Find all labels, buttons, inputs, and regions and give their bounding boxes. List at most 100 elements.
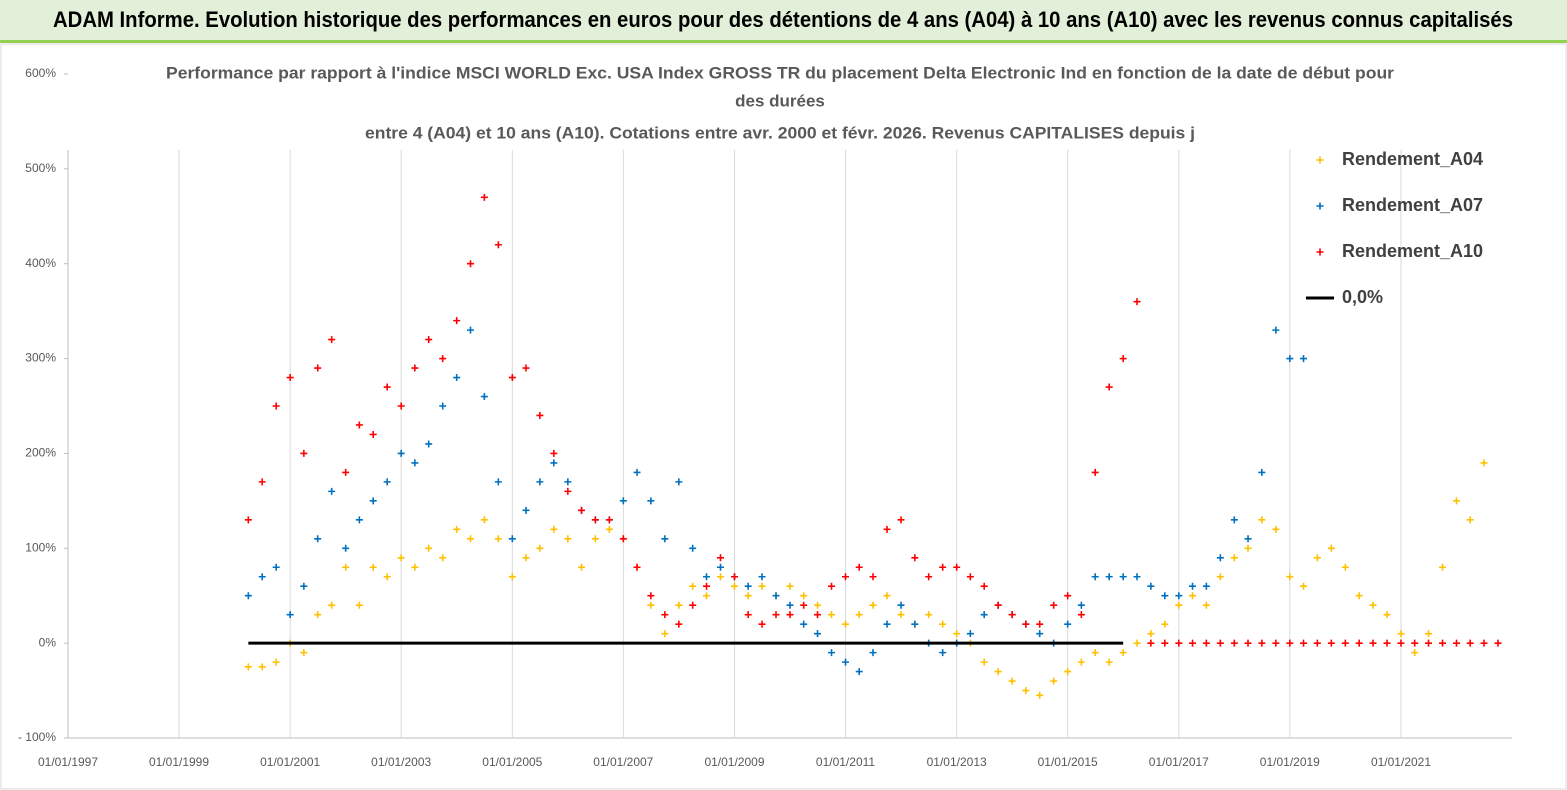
point — [1036, 630, 1044, 638]
point — [244, 663, 252, 671]
point — [258, 663, 266, 671]
point — [661, 630, 669, 638]
point — [342, 563, 350, 571]
point — [550, 449, 558, 457]
point — [467, 535, 475, 543]
point — [661, 611, 669, 619]
point — [800, 620, 808, 628]
point — [1258, 639, 1266, 647]
point — [355, 601, 363, 609]
y-tick-label: 600% — [25, 66, 56, 80]
point — [647, 497, 655, 505]
point — [1272, 639, 1280, 647]
series — [244, 326, 1308, 676]
point — [397, 402, 405, 410]
point — [300, 582, 308, 590]
point — [480, 393, 488, 401]
point — [1036, 620, 1044, 628]
point — [939, 563, 947, 571]
point — [369, 497, 377, 505]
x-tick-label: 01/01/2005 — [482, 755, 542, 769]
point — [842, 573, 850, 581]
point — [1050, 601, 1058, 609]
point — [1272, 525, 1280, 533]
point — [369, 563, 377, 571]
point — [1133, 639, 1141, 647]
point — [439, 355, 447, 363]
point — [1230, 639, 1238, 647]
point — [1189, 639, 1197, 647]
point — [425, 544, 433, 552]
point — [800, 592, 808, 600]
point — [1077, 601, 1085, 609]
point — [439, 554, 447, 562]
point — [994, 601, 1002, 609]
point — [1258, 468, 1266, 476]
point — [1355, 639, 1363, 647]
legend-label: Rendement_A10 — [1342, 241, 1483, 261]
point — [1064, 668, 1072, 676]
point — [633, 468, 641, 476]
point — [883, 620, 891, 628]
point — [786, 582, 794, 590]
point — [411, 459, 419, 467]
point — [1397, 630, 1405, 638]
point — [814, 611, 822, 619]
point — [1119, 649, 1127, 657]
point — [855, 563, 863, 571]
point — [744, 611, 752, 619]
point — [966, 630, 974, 638]
chart-title: entre 4 (A04) et 10 ans (A10). Cotations… — [365, 123, 1195, 142]
point — [453, 317, 461, 325]
point — [536, 478, 544, 486]
point — [550, 525, 558, 533]
point — [411, 563, 419, 571]
legend-swatch — [1316, 248, 1324, 256]
point — [1064, 620, 1072, 628]
point — [564, 487, 572, 495]
point — [1453, 639, 1460, 647]
point — [1480, 639, 1488, 647]
legend-swatch — [1316, 202, 1324, 210]
point — [522, 364, 530, 372]
banner-border — [0, 40, 1567, 43]
x-tick-label: 01/01/2011 — [816, 755, 875, 769]
point — [1022, 620, 1030, 628]
point — [633, 563, 641, 571]
y-tick-label: 500% — [25, 161, 56, 175]
x-tick-label: 01/01/1999 — [149, 755, 209, 769]
point — [578, 563, 586, 571]
point — [1425, 630, 1433, 638]
point — [1300, 355, 1308, 363]
point — [508, 573, 516, 581]
point — [453, 374, 461, 382]
point — [980, 611, 988, 619]
point — [689, 544, 697, 552]
point — [1161, 592, 1169, 600]
point — [1077, 658, 1085, 666]
point — [911, 554, 919, 562]
point — [397, 554, 405, 562]
point — [1105, 383, 1113, 391]
point — [314, 364, 322, 372]
point — [314, 535, 322, 543]
legend-swatch — [1316, 156, 1324, 164]
y-tick-label: 0% — [39, 635, 57, 649]
point — [980, 582, 988, 590]
point — [383, 383, 391, 391]
point — [1189, 592, 1197, 600]
point — [1286, 639, 1294, 647]
point — [1050, 677, 1058, 685]
point — [1286, 355, 1294, 363]
point — [786, 601, 794, 609]
point — [869, 601, 877, 609]
point — [855, 611, 863, 619]
x-tick-label: 01/01/1997 — [38, 755, 98, 769]
point — [1453, 497, 1460, 505]
y-tick-label: 300% — [25, 351, 56, 365]
point — [411, 364, 419, 372]
point — [1272, 326, 1280, 334]
point — [1119, 573, 1127, 581]
y-tick-label: 200% — [25, 446, 56, 460]
